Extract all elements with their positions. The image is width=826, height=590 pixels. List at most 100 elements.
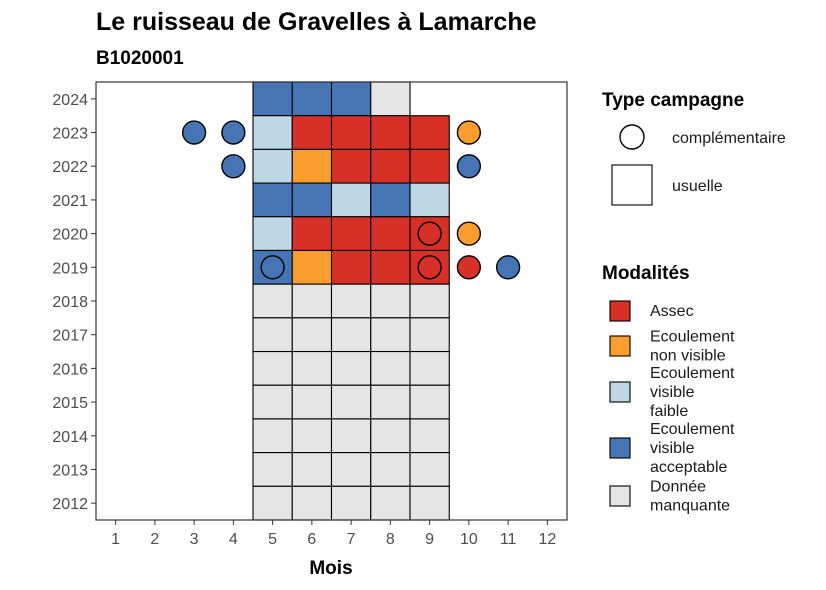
y-tick-label: 2023 xyxy=(52,126,88,143)
legend-label-non_visible: Ecoulement non visible xyxy=(650,329,735,365)
tile-2024-8 xyxy=(370,81,411,117)
tile-2019-6 xyxy=(291,249,333,285)
y-tick-label: 2016 xyxy=(52,361,88,378)
y-tick-label: 2022 xyxy=(52,159,88,176)
point-2020-10 xyxy=(456,221,482,246)
tile-2020-6 xyxy=(291,216,333,252)
tile-2018-5 xyxy=(252,283,293,319)
tile-2023-8 xyxy=(370,115,411,150)
tile-2013-5 xyxy=(252,452,293,487)
y-tick-label: 2014 xyxy=(52,429,88,446)
tile-2013-7 xyxy=(330,452,372,487)
tile-2022-9 xyxy=(409,148,450,184)
y-tick-label: 2019 xyxy=(52,260,88,277)
tile-2018-7 xyxy=(330,283,372,319)
tile-2014-7 xyxy=(330,418,372,454)
tile-2018-8 xyxy=(370,283,411,319)
tile-2014-6 xyxy=(291,418,333,454)
y-tick-label: 2018 xyxy=(52,294,88,311)
x-tick-label: 1 xyxy=(111,531,120,548)
tile-2024-6 xyxy=(291,81,333,117)
legend-circle-icon xyxy=(619,124,645,150)
tile-2024-7 xyxy=(330,81,372,117)
tile-2023-6 xyxy=(291,115,333,150)
legend-type-campagne: Type campagne complémentaire usuelle xyxy=(602,90,786,206)
chart-title: Le ruisseau de Gravelles à Lamarche xyxy=(96,8,537,36)
y-tick-label: 2012 xyxy=(52,496,88,513)
legend-type-label: usuelle xyxy=(672,178,723,195)
tile-2024-5 xyxy=(252,81,293,117)
tile-2018-6 xyxy=(291,283,333,319)
legend-label-manquante: Donnée manquante xyxy=(650,479,730,515)
tile-2022-6 xyxy=(291,148,333,184)
legend-label-assec: Assec xyxy=(650,303,694,320)
legend-type-label: complémentaire xyxy=(672,130,786,147)
x-axis-title: Mois xyxy=(309,558,352,579)
point-2023-3 xyxy=(181,120,207,145)
tile-2015-6 xyxy=(291,384,333,420)
tile-2012-6 xyxy=(291,485,333,521)
y-tick-label: 2020 xyxy=(52,227,88,244)
y-tick-label: 2017 xyxy=(52,328,88,345)
tile-2022-7 xyxy=(330,148,372,184)
tile-2017-5 xyxy=(252,317,293,353)
tile-2017-6 xyxy=(291,317,333,353)
tile-2019-8 xyxy=(370,249,411,285)
y-tick-label: 2021 xyxy=(52,193,88,210)
tile-2023-5 xyxy=(252,115,293,150)
tile-2020-8 xyxy=(370,216,411,252)
legend-key-assec xyxy=(609,300,631,322)
tile-2023-7 xyxy=(330,115,372,150)
tile-2021-5 xyxy=(252,182,293,218)
x-tick-label: 3 xyxy=(190,531,199,548)
point-2019-5 xyxy=(260,255,285,280)
tile-2021-8 xyxy=(370,182,411,218)
tile-2017-7 xyxy=(330,317,372,353)
legend-key-faible xyxy=(609,381,631,403)
x-tick-label: 10 xyxy=(460,531,478,548)
y-axis: 2012 2013 2014 2015 2016 2017 2018 2019 2020 2021… xyxy=(52,92,96,513)
point-2023-4 xyxy=(221,120,246,145)
tile-2014-8 xyxy=(370,418,411,454)
tile-2023-9 xyxy=(409,115,450,150)
x-tick-label: 5 xyxy=(268,531,277,548)
point-2022-10 xyxy=(456,154,482,179)
tile-2019-7 xyxy=(330,249,372,285)
point-2019-10 xyxy=(456,255,482,280)
point-2022-4 xyxy=(221,154,246,179)
legend-modal-title: Modalités xyxy=(602,263,690,284)
legend-label-faible: Ecoulement visible faible xyxy=(650,365,735,420)
tile-2020-7 xyxy=(330,216,372,252)
tile-2012-7 xyxy=(330,485,372,521)
legend-label-acceptable: Ecoulement visible acceptable xyxy=(650,421,735,476)
plot-area xyxy=(96,81,567,521)
tile-2013-9 xyxy=(409,452,450,487)
x-tick-label: 9 xyxy=(425,531,434,548)
tile-2016-6 xyxy=(291,350,333,386)
legend-key-manquante xyxy=(609,485,631,507)
legend-key-non_visible xyxy=(609,335,631,357)
point-2023-10 xyxy=(456,120,482,145)
chart-subtitle: B1020001 xyxy=(96,48,184,69)
y-tick-label: 2015 xyxy=(52,395,88,412)
tile-2015-9 xyxy=(409,384,450,420)
tile-2012-9 xyxy=(409,485,450,521)
legend-type-title: Type campagne xyxy=(602,90,744,111)
x-axis: 1 2 3 4 5 6 7 8 9 10 11 12 xyxy=(111,520,556,548)
tile-2016-7 xyxy=(330,350,372,386)
point-2019-9 xyxy=(417,255,442,280)
y-tick-label: 2024 xyxy=(52,92,88,109)
tile-2015-8 xyxy=(370,384,411,420)
tile-2021-7 xyxy=(330,182,372,218)
tile-2022-5 xyxy=(252,148,293,184)
x-tick-label: 8 xyxy=(386,531,395,548)
y-tick-label: 2013 xyxy=(52,462,88,479)
x-tick-label: 11 xyxy=(500,531,517,548)
point-2020-9 xyxy=(417,221,442,246)
tile-2016-5 xyxy=(252,350,293,386)
x-tick-label: 7 xyxy=(347,531,356,548)
tile-2014-5 xyxy=(252,418,293,454)
tile-2016-8 xyxy=(370,350,411,386)
